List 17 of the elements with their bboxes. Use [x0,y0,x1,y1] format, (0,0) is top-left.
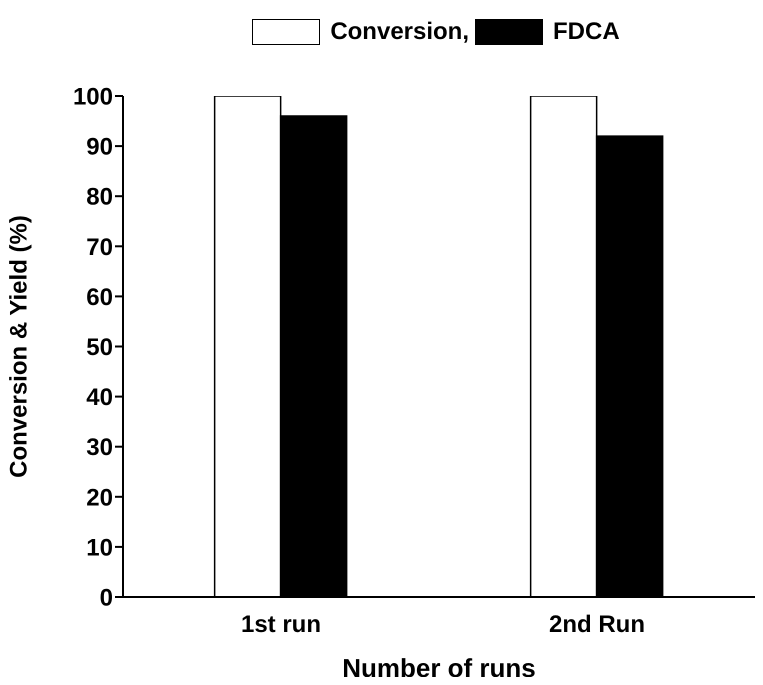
y-tick-label: 20 [86,484,113,512]
y-axis-title: Conversion & Yield (%) [6,215,33,478]
y-tick-label: 10 [86,534,113,562]
legend-label: FDCA [553,18,620,46]
x-tick-label: 1st run [240,611,322,638]
y-tick-label: 90 [86,134,113,161]
legend-label: Conversion, [330,18,470,46]
y-tick-label: 60 [86,284,113,311]
x-tick-label: 2nd Run [549,611,645,638]
y-tick-label: 80 [86,184,113,211]
y-tick-label: 30 [86,434,113,462]
y-tick-label: 0 [100,584,113,612]
y-tick-label: 50 [86,334,113,362]
y-tick-label: 100 [72,84,113,111]
x-axis-title: Number of runs [342,653,536,683]
y-tick-label: 70 [86,234,113,261]
y-tick-label: 40 [86,384,113,412]
